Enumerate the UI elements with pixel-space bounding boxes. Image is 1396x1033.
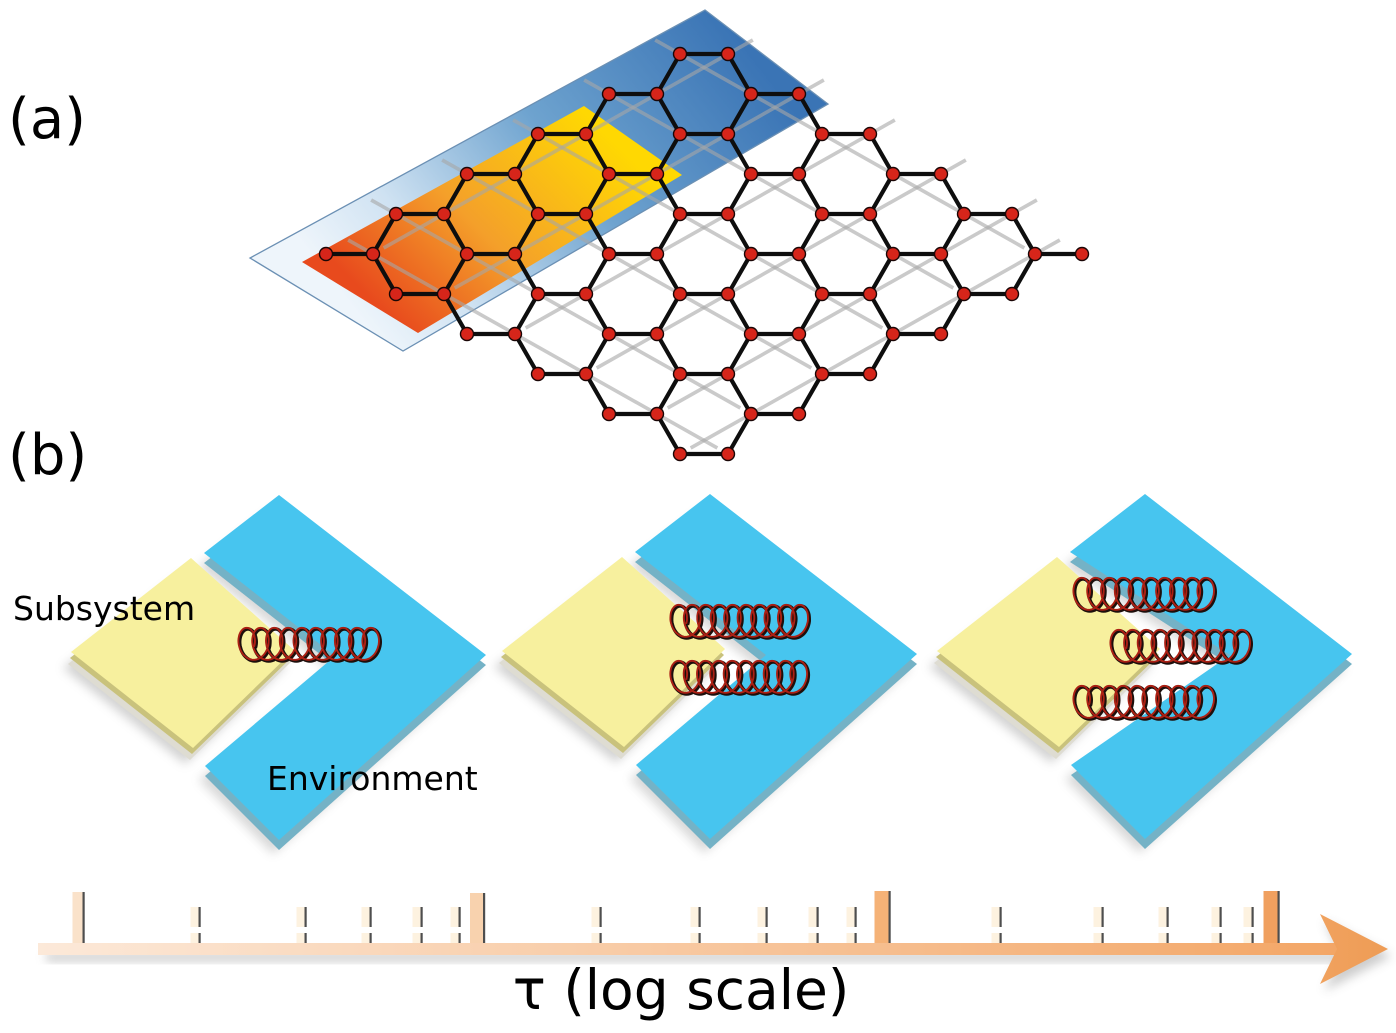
coupling-spring: [237, 626, 383, 663]
system-environment-diamond-3: [929, 494, 1352, 853]
time-tick: [72, 892, 85, 943]
environment-plate: [204, 495, 486, 840]
environment-label: Environment: [267, 759, 478, 798]
subsystem-plate: [502, 557, 725, 747]
subsystem-label: Subsystem: [13, 589, 196, 628]
time-tick: [1092, 907, 1105, 943]
time-axis-arrowhead: [1320, 914, 1388, 984]
time-tick: [689, 907, 702, 943]
coupling-spring: [1072, 684, 1218, 721]
system-environment-diamond-1: [63, 495, 486, 854]
time-tick: [295, 907, 308, 943]
time-tick: [1210, 907, 1223, 943]
time-tick: [1242, 907, 1255, 943]
coupling-spring: [669, 659, 811, 696]
time-tick: [449, 907, 462, 943]
time-axis-label: τ (log scale): [512, 958, 850, 1022]
time-tick: [590, 907, 603, 943]
coupling-spring: [1109, 628, 1254, 665]
time-tick: [189, 907, 202, 943]
time-tick: [411, 907, 424, 943]
lattice-sites: [318, 46, 1090, 462]
time-tick: [1263, 891, 1280, 943]
environment-plate: [635, 494, 917, 839]
time-tick: [756, 907, 769, 943]
time-tick: [845, 907, 858, 943]
time-tick: [360, 907, 373, 943]
system-environment-diamond-2: [494, 494, 917, 853]
time-axis-bar: [38, 943, 1338, 955]
time-tick: [990, 907, 1003, 943]
coupling-spring: [1072, 576, 1218, 613]
time-tick: [470, 893, 486, 943]
coupling-spring: [669, 603, 811, 640]
time-axis: [38, 891, 1392, 991]
panel-b-label: (b): [8, 423, 88, 488]
panel-a-figure: [248, 9, 1090, 462]
lattice-bonds: [323, 51, 1085, 457]
time-tick: [1157, 907, 1170, 943]
subsystem-plate: [71, 558, 294, 748]
time-tick: [807, 907, 820, 943]
panel-a-label: (a): [8, 87, 87, 152]
time-tick: [874, 891, 891, 943]
